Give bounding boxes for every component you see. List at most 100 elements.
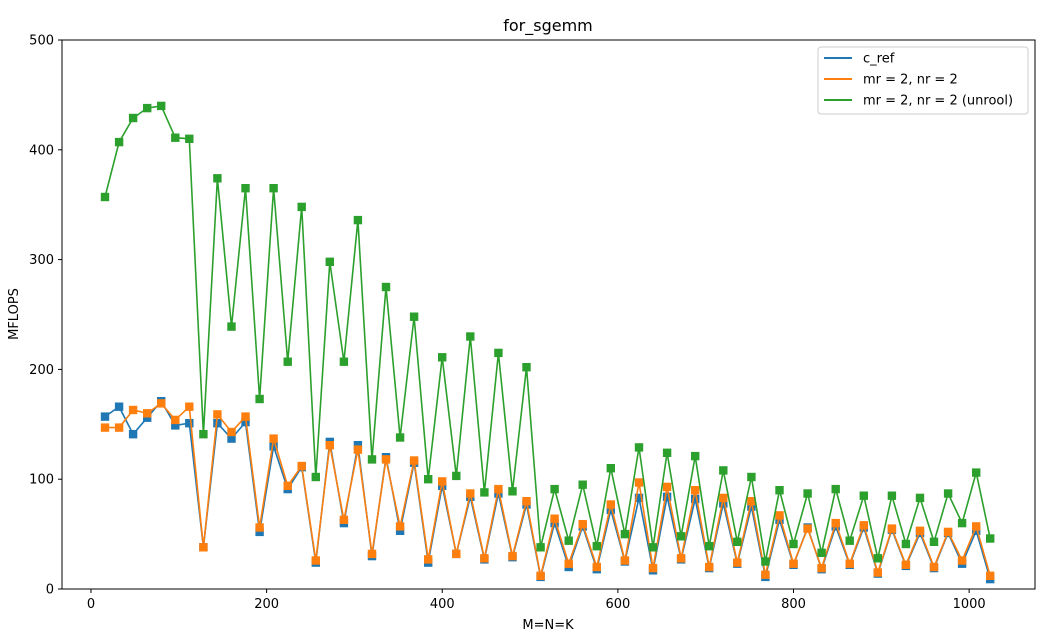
series-2-point: [522, 497, 531, 506]
y-tick-label: 200: [29, 363, 54, 378]
y-axis-label: MFLOPS: [7, 288, 22, 340]
series-2-point: [592, 562, 601, 572]
series-1-point: [185, 419, 194, 428]
series-1-point: [269, 442, 278, 451]
series-3-point: [662, 448, 672, 457]
axes-frame: [61, 39, 1036, 590]
series-2-point: [606, 500, 615, 509]
series-1-point: [227, 434, 236, 443]
series-2-point: [353, 445, 363, 454]
series-3-point: [564, 536, 573, 545]
series-3-point: [269, 184, 278, 193]
series-2-point: [691, 486, 700, 495]
series-2-point: [747, 497, 756, 506]
series-2-point: [171, 415, 180, 425]
series-1-point: [550, 518, 559, 528]
series-3-point: [775, 486, 784, 495]
x-tick-label: 1000: [953, 597, 986, 612]
series-2-point: [508, 551, 517, 561]
series-3-point: [803, 489, 812, 498]
series-3-point: [859, 491, 868, 500]
series-2-point: [494, 484, 503, 494]
series-2-point: [241, 412, 250, 421]
series-3-point: [199, 430, 208, 439]
series-2-point: [339, 515, 349, 524]
series-1-point: [662, 492, 672, 501]
series-3-point: [480, 488, 489, 497]
series-1-point: [747, 502, 756, 511]
series-1-point: [494, 489, 503, 498]
series-1-point: [213, 419, 222, 428]
series-3-point: [817, 548, 826, 557]
series-3-point: [522, 363, 531, 372]
series-1-point: [634, 493, 644, 503]
series-2-point: [775, 511, 784, 520]
series-2: [100, 399, 995, 580]
series-3-point: [957, 518, 967, 528]
x-tick-label: 600: [605, 597, 630, 612]
series-3-point: [578, 480, 587, 489]
series-3-point: [452, 471, 461, 481]
series-2-point: [887, 524, 897, 533]
series-2-point: [409, 456, 419, 465]
series-3-point: [761, 557, 770, 566]
y-tick-label: 400: [29, 143, 54, 158]
series-3-point: [171, 133, 180, 142]
series-3-point: [494, 348, 503, 358]
series-2-point: [676, 554, 686, 563]
series-2-point: [438, 477, 447, 486]
series-2-point: [395, 522, 405, 531]
legend-label: mr = 2, nr = 2: [863, 73, 958, 88]
series-1-point: [691, 494, 700, 504]
legend-box: [817, 46, 1029, 115]
series-3-point: [424, 475, 433, 484]
series-3-point: [395, 433, 405, 442]
series-3-point: [986, 534, 995, 543]
series-3-point: [255, 394, 264, 404]
series-3-point: [311, 472, 320, 482]
series-3-point: [381, 282, 391, 292]
series-1-point: [100, 412, 110, 421]
series-2-point: [269, 434, 278, 443]
series-2-point: [648, 563, 658, 573]
series-3-point: [943, 489, 953, 498]
series-3-point: [901, 539, 911, 549]
x-tick-label: 800: [781, 597, 806, 612]
series-2-point: [859, 521, 868, 530]
series-1-point: [114, 402, 124, 411]
series-3-point: [325, 257, 334, 266]
series-3-point: [536, 543, 545, 552]
series-3-point: [353, 215, 363, 225]
series-1-point: [719, 499, 728, 508]
series-3-point: [789, 539, 798, 549]
series-3-point: [705, 542, 714, 551]
series-2-point: [311, 556, 320, 565]
series-3-point: [648, 543, 658, 552]
series-3-point: [409, 312, 419, 321]
series-2-point: [199, 543, 208, 552]
series-3-point: [114, 137, 124, 147]
series-3-point: [719, 466, 728, 475]
series-3-point: [972, 468, 981, 477]
series-2-point: [480, 554, 489, 563]
y-tick-label: 100: [29, 473, 54, 488]
series-3-point: [747, 472, 756, 482]
series-3-point: [915, 493, 925, 503]
series-3-point: [157, 101, 166, 111]
series-3-point: [466, 332, 475, 341]
series-1-point: [353, 441, 363, 450]
series-3-point: [634, 443, 644, 452]
series-3-point: [438, 353, 447, 362]
plot-area: [100, 101, 995, 584]
series-3-point: [185, 134, 194, 143]
y-tick-label: 500: [29, 34, 54, 49]
chart-title: for_sgemm: [503, 16, 593, 36]
series-3-point: [831, 484, 840, 494]
legend-label: c_ref: [863, 52, 895, 67]
series-2-point: [564, 559, 573, 568]
series-3-point: [297, 202, 306, 212]
series-3-point: [508, 487, 517, 496]
series-2-point: [381, 455, 391, 464]
series-2-point: [367, 549, 377, 559]
